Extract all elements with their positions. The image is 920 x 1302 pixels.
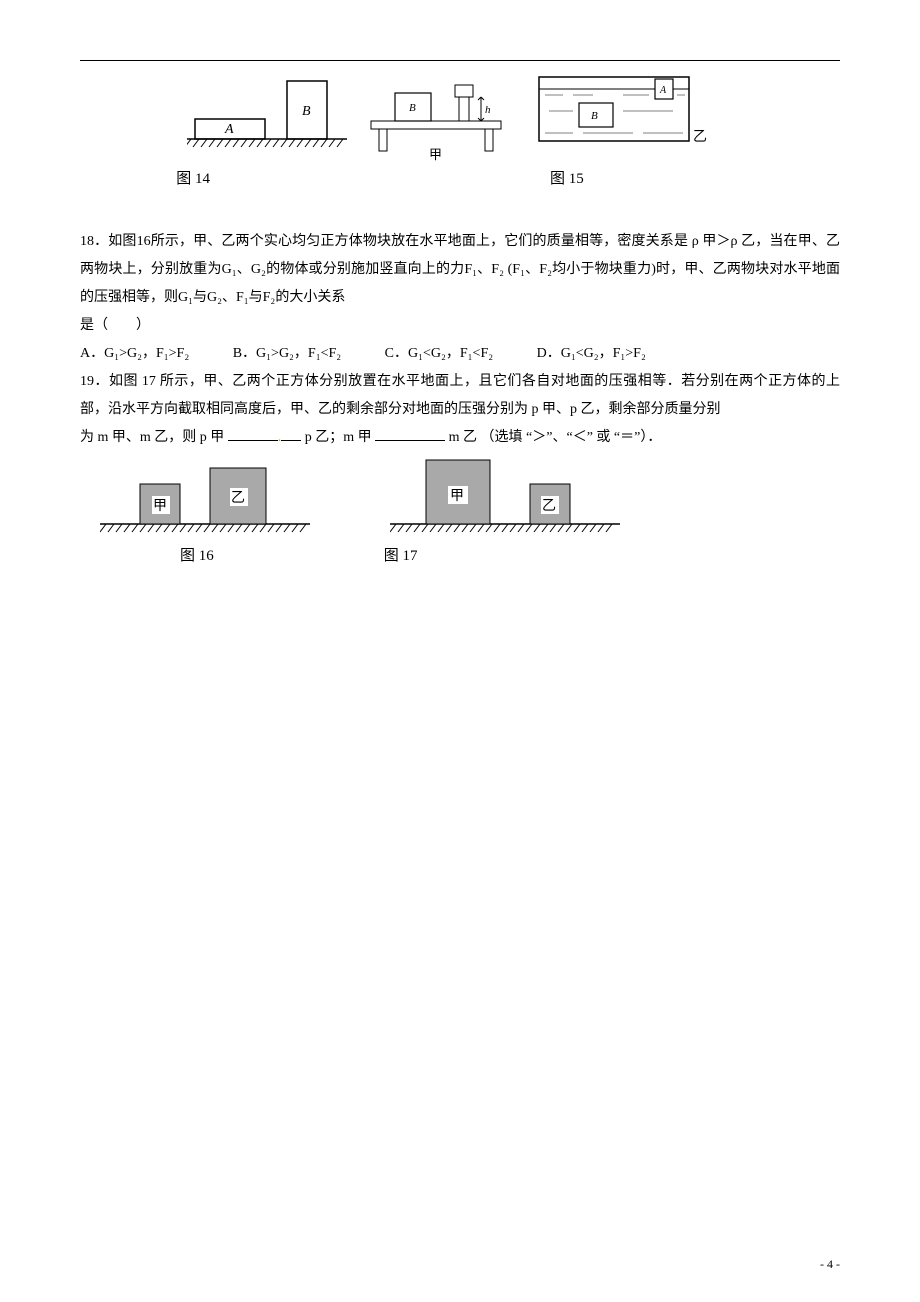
q19-blank-1b[interactable] xyxy=(281,426,301,441)
fig15-label-B: B xyxy=(591,110,598,122)
fig14-caption: 图 14 xyxy=(176,167,210,188)
page-number: - 4 - xyxy=(820,1257,840,1272)
caption-row-14-15: 图 14 图 15 xyxy=(80,167,840,188)
fig-mid-caption: 甲 xyxy=(429,147,442,161)
fig15-caption: 图 15 xyxy=(550,167,584,188)
q18-tail: 是（ ） xyxy=(80,312,840,340)
figure-middle-svg: B h 甲 xyxy=(365,71,515,161)
figure-16-svg: 甲 乙 xyxy=(100,458,310,538)
q19-blank-1[interactable] xyxy=(228,426,278,441)
q19-part2b: p 乙；m 甲 xyxy=(305,430,372,445)
figure-17-svg: 甲 乙 xyxy=(390,458,620,538)
fig16-left: 甲 xyxy=(153,499,167,514)
caption-row-16-17: 图 16 图 17 xyxy=(180,544,840,565)
figure-15-svg: B A 乙 xyxy=(533,71,733,161)
q18-optB: B．G₁>G₂，F₁<F₂ xyxy=(233,340,341,368)
figure-14-svg: A B xyxy=(187,71,347,151)
figure-row-14-15: A B B h 甲 xyxy=(80,71,840,161)
fig-mid-label-h: h xyxy=(485,104,491,116)
q18-text: 18．如图16所示，甲、乙两个实心均匀正方体物块放在水平地面上，它们的质量相等，… xyxy=(80,228,840,312)
fig17-left: 甲 xyxy=(450,489,464,504)
q19-part2c: m 乙 （选填 “＞”、“＜” 或 “＝”）． xyxy=(449,430,662,445)
q19-blank-2[interactable] xyxy=(375,426,445,441)
fig14-label-B: B xyxy=(302,104,311,119)
q19-part1: 19．如图 17 所示，甲、乙两个正方体分别放置在水平地面上，且它们各自对地面的… xyxy=(80,368,840,424)
fig14-label-A: A xyxy=(224,122,234,137)
fig17-right: 乙 xyxy=(542,498,556,514)
fig17-caption: 图 17 xyxy=(384,544,418,565)
q18-optC: C．G₁<G₂，F₁<F₂ xyxy=(385,340,493,368)
q19-part2a: 为 m 甲、m 乙，则 p 甲 xyxy=(80,430,224,445)
fig16-right: 乙 xyxy=(231,490,245,506)
q18-optA: A．G₁>G₂，F₁>F₂ xyxy=(80,340,189,368)
fig16-caption: 图 16 xyxy=(180,544,214,565)
q18-options: A．G₁>G₂，F₁>F₂ B．G₁>G₂，F₁<F₂ C．G₁<G₂，F₁<F… xyxy=(80,340,840,368)
fig15-label-yi: 乙 xyxy=(693,129,707,145)
top-rule xyxy=(80,60,840,61)
q19-part2: 为 m 甲、m 乙，则 p 甲 . p 乙；m 甲 m 乙 （选填 “＞”、“＜… xyxy=(80,424,840,452)
q18-optD: D．G₁<G₂，F₁>F₂ xyxy=(537,340,646,368)
figure-row-16-17: 甲 乙 xyxy=(100,458,840,538)
fig15-label-A: A xyxy=(659,85,667,96)
fig-mid-label-B: B xyxy=(409,102,416,114)
